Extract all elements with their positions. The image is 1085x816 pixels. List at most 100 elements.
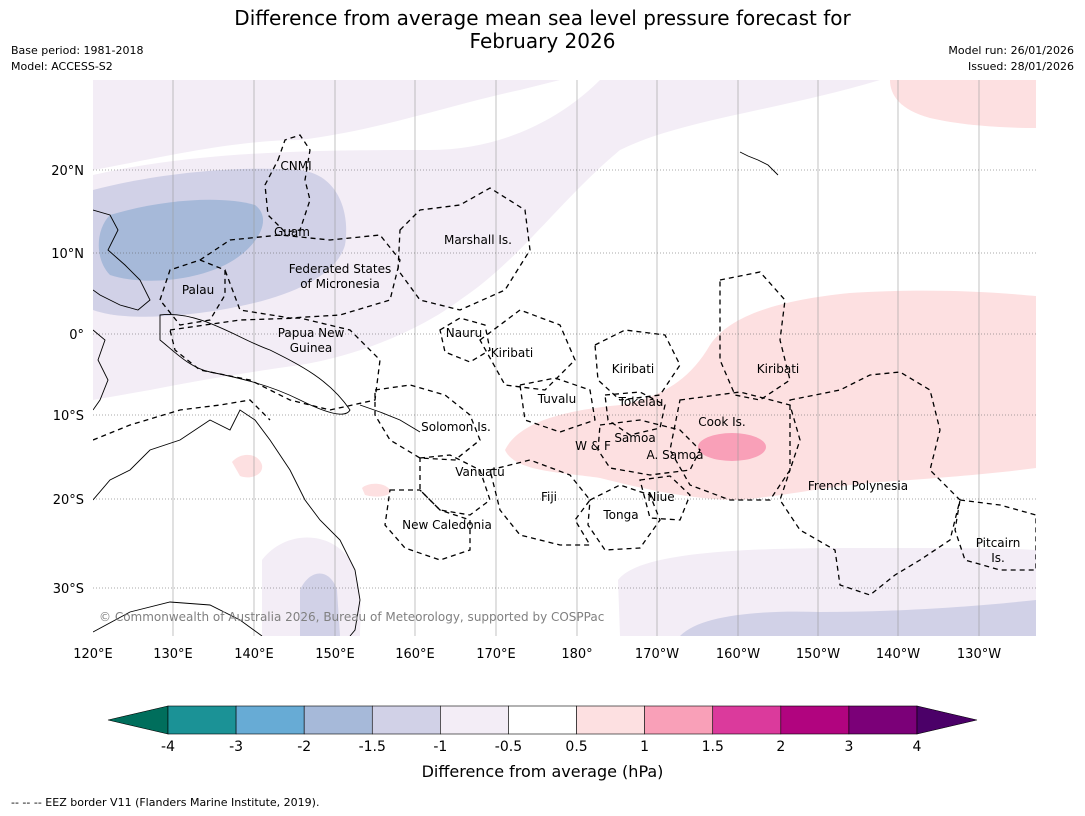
longitude-labels: 120°E 130°E 140°E 150°E 160°E 170°E 180° 170°W 1… [73, 647, 1001, 662]
region-label: Tuvalu [537, 392, 577, 406]
longitude-tick-label: 150°E [315, 647, 355, 662]
region-label: Federated States [289, 262, 391, 276]
anomaly-minus-0.5-band [93, 80, 880, 400]
longitude-tick-label: 170°W [635, 647, 679, 662]
eez-niue [639, 475, 691, 521]
colorbar-segment [235, 705, 305, 735]
colorbar-tick-label: 3 [844, 739, 853, 755]
colorbar-tick-label: -4 [161, 739, 175, 755]
colorbar-tick-label: 1 [640, 739, 649, 755]
eez-kiribati-east [719, 271, 791, 401]
latitude-tick-label: 30°S [53, 582, 84, 597]
model-name: Model: ACCESS-S2 [11, 60, 113, 73]
eez-borders [93, 134, 1036, 596]
colorbar-tick-label: -2 [297, 739, 311, 755]
colorbar-title: Difference from average (hPa) [421, 762, 664, 781]
anomaly-minus-1-south [300, 573, 340, 636]
longitude-tick-label: 120°E [73, 647, 113, 662]
latitude-labels: 20°N 10°N 0° 10°S 20°S 30°S [51, 164, 84, 597]
eez-vanuatu [419, 454, 491, 516]
colorbar-tick-label: 1.5 [702, 739, 724, 755]
region-labels: CNMI Guam Marshall Is. Federated States … [182, 159, 1020, 565]
latitude-tick-label: 20°S [53, 493, 84, 508]
eez-tuvalu [519, 377, 596, 433]
region-label: Fiji [541, 490, 557, 504]
longitude-tick-label: 180° [561, 647, 592, 662]
region-label: CNMI [280, 159, 311, 173]
region-label: W & F [575, 439, 611, 453]
map-title-line1: Difference from average mean sea level p… [234, 6, 851, 30]
colorbar-tick-label: -1 [433, 739, 447, 755]
anomaly-plus-1 [698, 433, 766, 461]
anomaly-plus-0.5-small2 [362, 483, 391, 497]
eez-pitcairn [954, 499, 1036, 571]
coast-hawaii [739, 151, 779, 176]
colorbar-segment [303, 705, 373, 735]
colorbar-extend-high [916, 705, 978, 735]
eez-samoa [597, 419, 701, 476]
colorbar-tick-label: -3 [229, 739, 243, 755]
region-label: Niue [647, 490, 674, 504]
anomaly-plus-0.5 [505, 290, 1036, 500]
colorbar-tick-label: -0.5 [495, 739, 522, 755]
coast-philippines [93, 209, 151, 311]
region-label: Kiribati [491, 346, 533, 360]
region-label: Guam [274, 225, 310, 239]
colorbar-segment [576, 705, 645, 735]
eez-png [169, 317, 381, 411]
model-run: Model run: 26/01/2026 [948, 44, 1074, 57]
colorbar-extend-low [107, 705, 169, 735]
colorbar: -4 -3 -2 -1.5 -1 -0.5 0.5 1 1.5 2 3 4 [107, 705, 978, 755]
longitude-tick-label: 170°E [476, 647, 516, 662]
eez-french-polynesia [779, 371, 961, 596]
colorbar-tick-label: 4 [913, 739, 922, 755]
latitude-tick-label: 0° [69, 328, 84, 343]
region-label: Marshall Is. [444, 233, 512, 247]
eez-indonesia-south [93, 399, 271, 441]
anomaly-minus-0.5 [93, 80, 560, 170]
eez-palau [159, 259, 226, 326]
region-label: Guinea [290, 341, 333, 355]
region-label: French Polynesia [808, 479, 908, 493]
meta-left: Base period: 1981-2018 Model: ACCESS-S2 [11, 43, 143, 75]
eez-solomons [374, 384, 481, 461]
eez-marshall [397, 187, 531, 311]
coast-borneo [93, 329, 109, 411]
coast-solomons [359, 404, 421, 433]
issued-date: Issued: 28/01/2026 [967, 60, 1074, 73]
map-area: CNMI Guam Marshall Is. Federated States … [93, 80, 1036, 636]
anomaly-plus-0.5-small1 [232, 454, 263, 478]
region-label: Pitcairn [976, 536, 1021, 550]
eez-new-caledonia [384, 489, 471, 561]
longitude-tick-label: 150°W [796, 647, 840, 662]
eez-tonga [587, 484, 661, 551]
colorbar-segment [440, 705, 509, 735]
latitude-tick-label: 10°S [53, 409, 84, 424]
longitude-tick-label: 140°E [234, 647, 274, 662]
eez-fsm [199, 234, 401, 319]
copyright-notice: © Commonwealth of Australia 2026, Bureau… [99, 610, 604, 624]
longitude-tick-label: 140°W [876, 647, 920, 662]
eez-nauru [439, 317, 491, 363]
region-label: Samoa [614, 431, 655, 445]
eez-kiribati-central [594, 329, 681, 401]
coast-australia-south [93, 601, 263, 636]
coast-australia [93, 409, 361, 636]
colorbar-segment [780, 705, 850, 735]
region-label: Tonga [602, 508, 638, 522]
footer-note: -- -- -- EEZ border V11 (Flanders Marine… [11, 796, 320, 809]
colorbar-segment [371, 705, 441, 735]
colorbar-segment [167, 705, 237, 735]
region-label: Tokelau [618, 395, 664, 409]
colorbar-tick-label: -1.5 [359, 739, 386, 755]
meta-right: Model run: 26/01/2026 Issued: 28/01/2026 [948, 43, 1074, 75]
coast-new-guinea [159, 313, 351, 415]
anomaly-plus-0.5-north [890, 80, 1036, 128]
region-label: Kiribati [612, 362, 654, 376]
colorbar-tick-label: 0.5 [565, 739, 587, 755]
region-label: Vanuatu [455, 465, 505, 479]
region-label: Nauru [446, 326, 482, 340]
region-label: Is. [991, 551, 1005, 565]
eez-cook [669, 391, 801, 501]
